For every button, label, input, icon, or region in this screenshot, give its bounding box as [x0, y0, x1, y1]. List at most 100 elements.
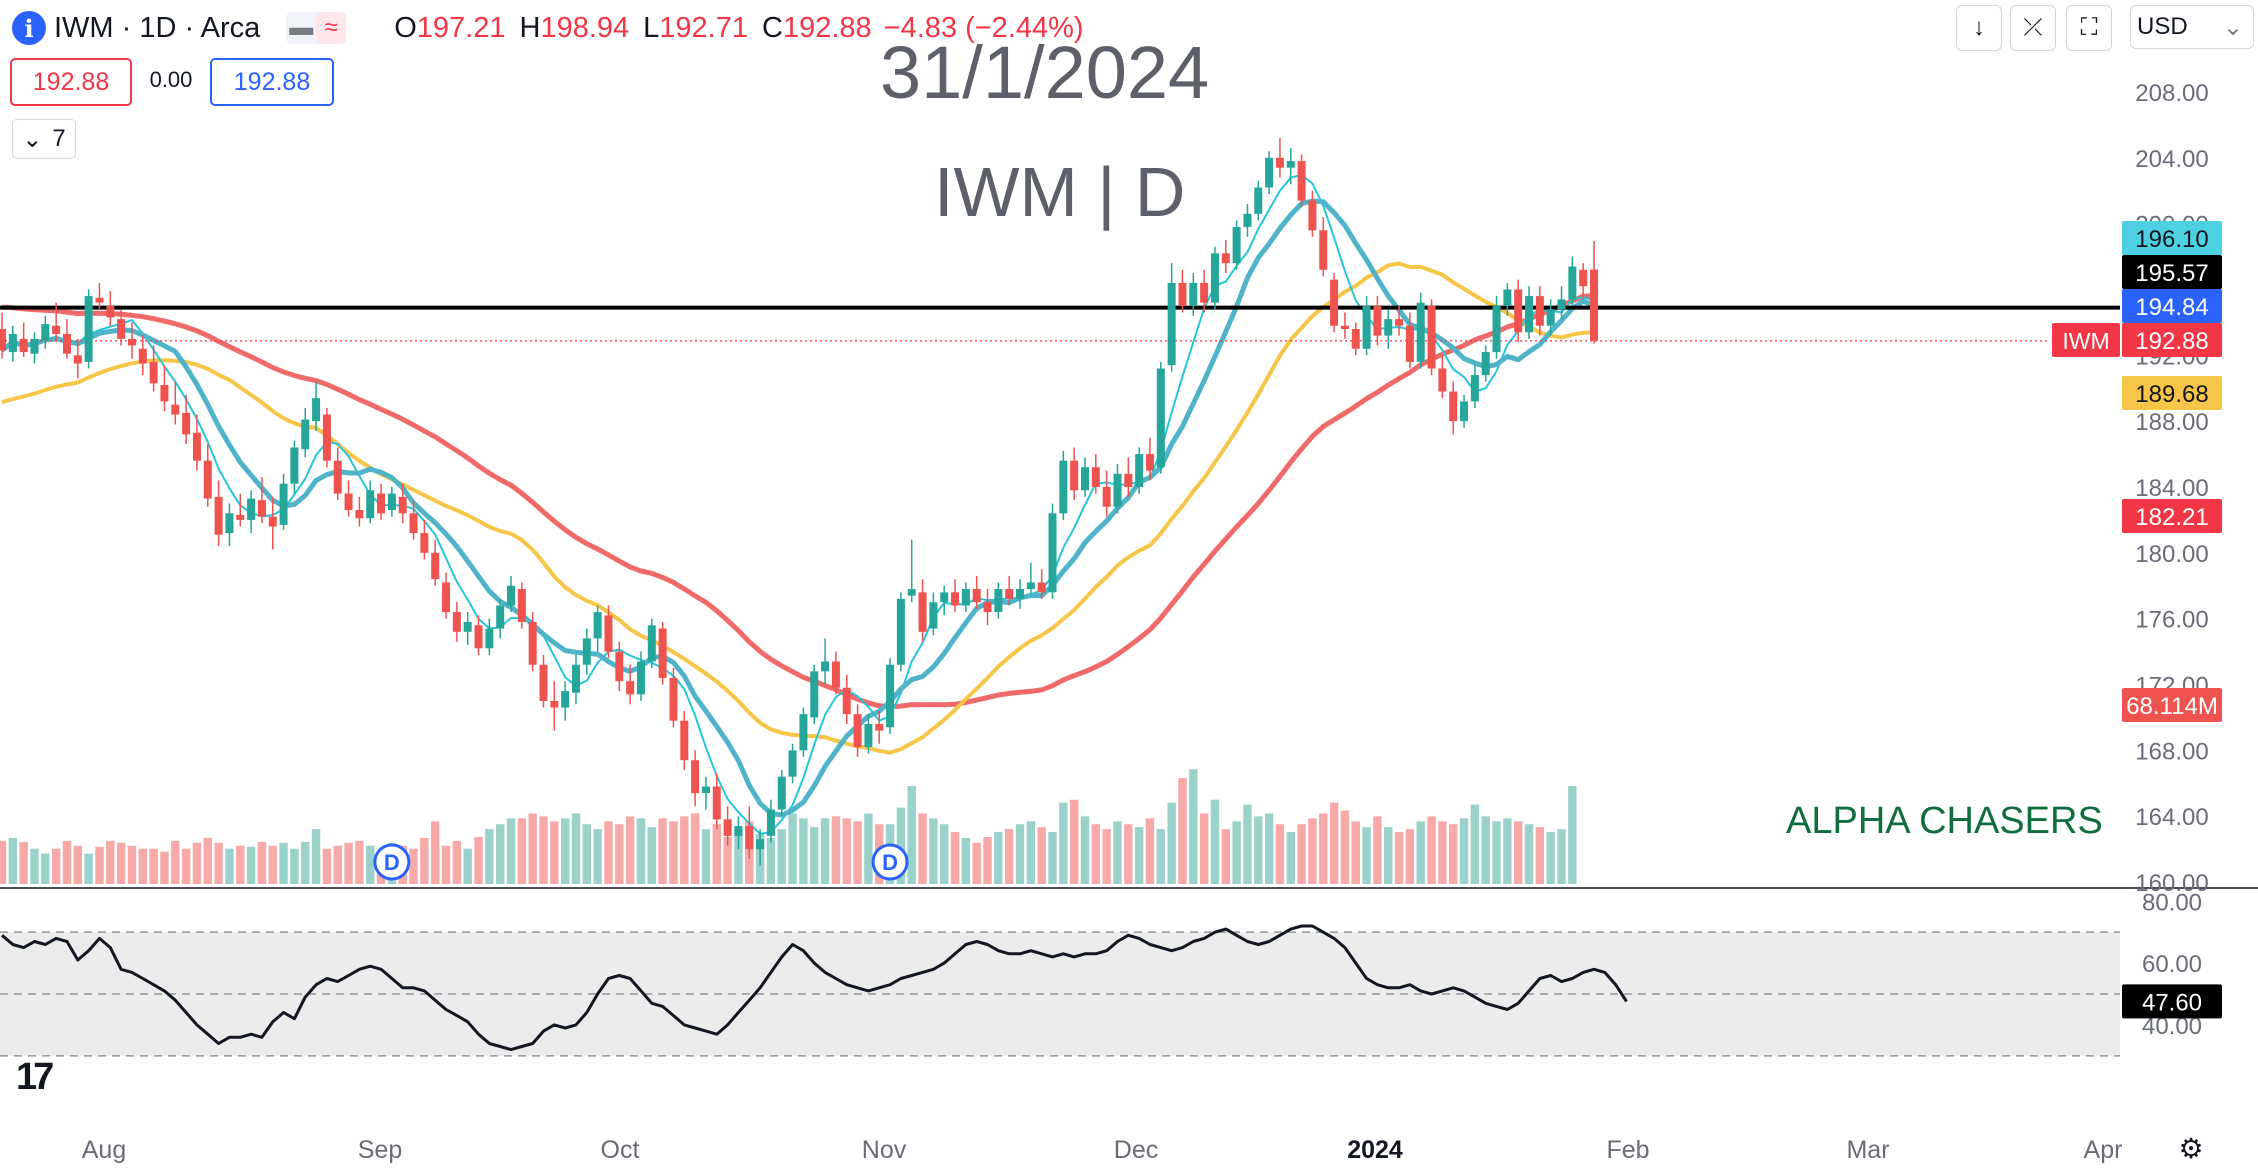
spread-value: 0.00: [149, 67, 193, 92]
rsi-tick-label: 80.00: [2142, 889, 2202, 916]
candle: [886, 658, 895, 734]
volume-bar: [1124, 824, 1133, 884]
volume-bar: [1394, 832, 1404, 884]
volume-bar: [41, 853, 50, 884]
volume-bar: [528, 813, 537, 884]
candle: [149, 345, 158, 392]
volume-bar: [1384, 827, 1393, 884]
svg-text:182.21: 182.21: [2135, 504, 2208, 531]
volume-bar: [51, 848, 61, 884]
volume-bar: [1004, 829, 1014, 884]
volume-bar: [680, 816, 689, 884]
volume-bar: [1459, 818, 1469, 884]
symbol-interval-exchange[interactable]: IWM · 1D · Arca: [54, 11, 261, 44]
volume-bar: [301, 841, 310, 884]
candle: [582, 628, 591, 675]
volume-bar: [907, 786, 916, 884]
candle: [1373, 296, 1382, 346]
download-icon[interactable]: ↓: [1956, 5, 2002, 51]
line-mode-icon[interactable]: ▬: [289, 14, 314, 41]
volume-bar: [1568, 786, 1577, 884]
candle: [1059, 450, 1068, 520]
candle: [387, 487, 396, 517]
volume-bar: [1080, 816, 1090, 884]
volume-bar: [1199, 813, 1209, 884]
volume-bar: [203, 837, 212, 884]
svg-text:47.60: 47.60: [2142, 989, 2202, 1016]
volume-bar: [517, 818, 527, 884]
volume-bar: [972, 842, 981, 884]
chart-mode-toggle[interactable]: ▬ ≈: [286, 12, 347, 44]
candle: [593, 605, 602, 652]
candle: [171, 381, 180, 425]
volume-bar: [1481, 816, 1490, 884]
time-axis[interactable]: Aug Sep Oct Nov Dec 2024 Feb Mar Apr: [82, 1136, 2123, 1164]
volume-bar: [1178, 778, 1187, 884]
candle: [366, 480, 375, 524]
price-tags: 196.10 195.57 194.84 192.88 IWM 189.68 182.21 6…: [2052, 221, 2222, 1019]
volume-bar: [366, 845, 375, 884]
price-tick-label: 208.00: [2135, 80, 2208, 107]
wave-mode-icon[interactable]: ≈: [316, 12, 347, 44]
rsi-tick-label: 60.00: [2142, 951, 2202, 978]
low-label: L: [643, 11, 660, 44]
volume-bar: [712, 824, 721, 884]
tradingview-logo-icon[interactable]: 17: [16, 1056, 54, 1098]
fullscreen-icon[interactable]: ⛶: [2066, 5, 2112, 51]
high-label: H: [519, 11, 541, 44]
volume-bar: [1210, 799, 1220, 884]
candle: [333, 447, 342, 501]
horizontal-line[interactable]: [0, 305, 2120, 342]
volume-bar: [1167, 802, 1176, 884]
price-tag: 189.68: [2122, 376, 2222, 410]
volume-bar: [1405, 829, 1415, 884]
candle: [192, 414, 201, 471]
time-tick-label: Sep: [358, 1136, 402, 1164]
volume-bar: [1514, 821, 1523, 884]
candle: [1438, 355, 1447, 399]
candle: [1330, 273, 1339, 333]
volume-bar: [138, 848, 147, 884]
volume-bar: [1059, 802, 1068, 884]
currency-select[interactable]: USD ⌄: [2130, 5, 2254, 49]
volume-bar: [192, 842, 202, 884]
price-tick-label: 204.00: [2135, 146, 2208, 173]
candle: [550, 681, 559, 731]
volume-bar: [1286, 832, 1295, 884]
candle: [106, 291, 115, 326]
volume-bar: [1254, 816, 1263, 884]
rsi-band: [0, 931, 2120, 1057]
candle: [214, 480, 223, 547]
price-tag: 182.21: [2122, 499, 2222, 533]
candle: [1178, 269, 1187, 313]
candle: [961, 582, 970, 613]
volume-bar: [1297, 824, 1306, 884]
collapse-icon[interactable]: ⤫: [2010, 5, 2056, 51]
candle: [626, 664, 635, 705]
time-tick-label: Aug: [82, 1136, 126, 1164]
volume-bar: [571, 813, 581, 884]
buy-price-button[interactable]: 192.88: [210, 58, 334, 106]
candle: [431, 539, 440, 586]
info-icon[interactable]: i: [12, 11, 46, 45]
svg-text:192.88: 192.88: [2135, 328, 2208, 355]
candle: [1297, 154, 1306, 208]
sma-mid-line: [1, 261, 1595, 755]
settings-icon[interactable]: ⚙: [2178, 1133, 2204, 1164]
candle: [1514, 279, 1523, 343]
sell-price-button[interactable]: 192.88: [10, 58, 132, 106]
candle: [1026, 562, 1035, 596]
candle: [1265, 151, 1274, 195]
volume-bar: [0, 840, 7, 884]
volume-bar: [431, 821, 440, 884]
candle: [1016, 579, 1025, 609]
candle: [561, 681, 570, 721]
volume-bar: [322, 848, 332, 884]
indicators-toggle-button[interactable]: ⌄ 7: [12, 119, 76, 159]
volume-bar: [160, 851, 169, 884]
volume-bar: [106, 840, 115, 884]
rsi-line: [1, 924, 1628, 1052]
volume-bar: [1470, 804, 1480, 884]
